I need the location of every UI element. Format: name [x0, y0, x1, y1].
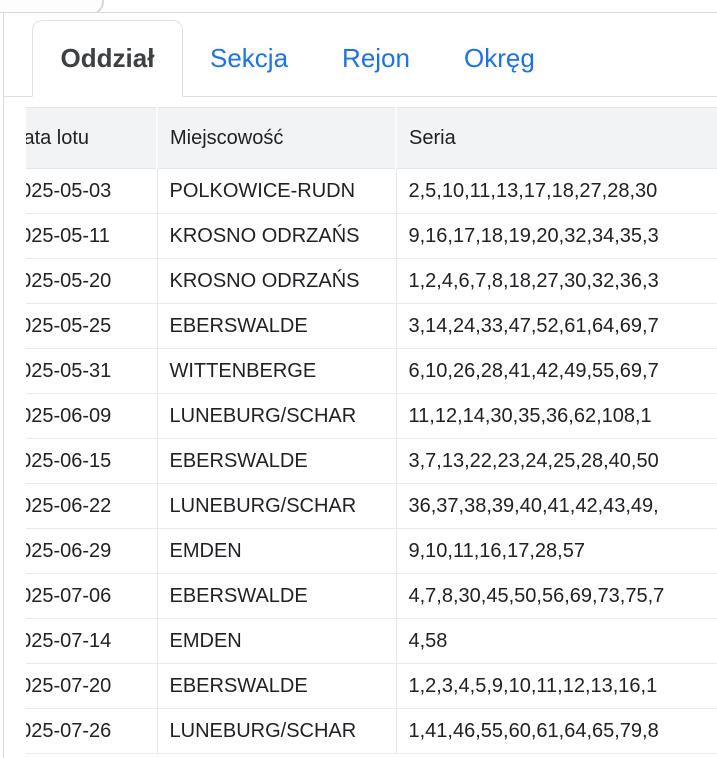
tab-oddzial[interactable]: Oddział [32, 20, 183, 97]
browser-tab-remnant [0, 0, 104, 12]
cell-data-lotu: 2025-05-03 [26, 168, 157, 214]
cell-data-lotu: 2025-07-20 [26, 663, 157, 709]
cell-data-lotu: 2025-06-22 [26, 483, 157, 529]
cell-data-lotu: 2025-07-06 [26, 573, 157, 619]
column-header-data-lotu: Data lotu [26, 107, 157, 169]
table-row: 2025-06-15EBERSWALDE3,7,13,22,23,24,25,2… [26, 438, 717, 484]
cell-miejscowosc: EMDEN [156, 618, 396, 664]
cell-data-lotu: 2025-05-25 [26, 303, 157, 349]
table-row: 2025-06-22LUNEBURG/SCHAR36,37,38,39,40,4… [26, 483, 717, 529]
cell-data-lotu: 2025-07-26 [26, 708, 157, 754]
table-row: 2025-06-09LUNEBURG/SCHAR11,12,14,30,35,3… [26, 393, 717, 439]
cell-miejscowosc: LUNEBURG/SCHAR [156, 393, 396, 439]
cell-seria: 9,16,17,18,19,20,32,34,35,3 [395, 213, 717, 259]
content-panel: Oddział Sekcja Rejon Okręg Data lotuMiejsco… [3, 13, 717, 758]
cell-miejscowosc: POLKOWICE-RUDN [156, 168, 396, 214]
cell-data-lotu: 2025-06-15 [26, 438, 157, 484]
table-row: 2025-05-25EBERSWALDE3,14,24,33,47,52,61,… [26, 303, 717, 349]
cell-seria: 9,10,11,16,17,28,57 [395, 528, 717, 574]
cell-miejscowosc: EBERSWALDE [156, 573, 396, 619]
cell-data-lotu: 2025-06-09 [26, 393, 157, 439]
cell-miejscowosc: LUNEBURG/SCHAR [156, 708, 396, 754]
table-row: 2025-05-31WITTENBERGE6,10,26,28,41,42,49… [26, 348, 717, 394]
cell-miejscowosc: EMDEN [156, 528, 396, 574]
cell-seria: 1,41,46,55,60,61,64,65,79,8 [395, 708, 717, 754]
cell-data-lotu: 2025-05-11 [26, 213, 157, 259]
cell-miejscowosc: WITTENBERGE [156, 348, 396, 394]
column-header-seria: Seria [395, 107, 717, 169]
cell-seria: 4,7,8,30,45,50,56,69,73,75,7 [395, 573, 717, 619]
cell-miejscowosc: KROSNO ODRZAŃS [156, 213, 396, 259]
cell-seria: 36,37,38,39,40,41,42,43,49, [395, 483, 717, 529]
table-row: 2025-07-06EBERSWALDE4,7,8,30,45,50,56,69… [26, 573, 717, 619]
cell-seria: 3,14,24,33,47,52,61,64,69,7 [395, 303, 717, 349]
tab-bar: Oddział Sekcja Rejon Okręg [4, 20, 717, 97]
cell-seria: 1,2,4,6,7,8,18,27,30,32,36,3 [395, 258, 717, 304]
cell-data-lotu: 2025-06-29 [26, 528, 157, 574]
tab-okreg[interactable]: Okręg [463, 42, 535, 73]
tab-sekcja[interactable]: Sekcja [210, 42, 289, 73]
cell-data-lotu: 2025-05-31 [26, 348, 157, 394]
cell-seria: 11,12,14,30,35,36,62,108,1 [395, 393, 717, 439]
table-row: 2025-05-03POLKOWICE-RUDN2,5,10,11,13,17,… [26, 168, 717, 214]
cell-seria: 2,5,10,11,13,17,18,27,28,30 [395, 168, 717, 214]
cell-seria: 3,7,13,22,23,24,25,28,40,50 [395, 438, 717, 484]
table-row: 2025-07-20EBERSWALDE1,2,3,4,5,9,10,11,12… [26, 663, 717, 709]
cell-seria: 6,10,26,28,41,42,49,55,69,7 [395, 348, 717, 394]
cell-data-lotu: 2025-07-14 [26, 618, 157, 664]
browser-tab-strip [0, 0, 717, 13]
cell-miejscowosc: KROSNO ODRZAŃS [156, 258, 396, 304]
tab-rejon[interactable]: Rejon [342, 42, 410, 73]
cell-miejscowosc: EBERSWALDE [156, 303, 396, 349]
cell-miejscowosc: LUNEBURG/SCHAR [156, 483, 396, 529]
cell-miejscowosc: EBERSWALDE [156, 438, 396, 484]
cell-data-lotu: 2025-05-20 [26, 258, 157, 304]
table-row: 2025-07-26LUNEBURG/SCHAR1,41,46,55,60,61… [26, 708, 717, 754]
cell-seria: 4,58 [395, 618, 717, 664]
cell-miejscowosc: EBERSWALDE [156, 663, 396, 709]
cell-seria: 1,2,3,4,5,9,10,11,12,13,16,1 [395, 663, 717, 709]
column-header-miejscowosc: Miejscowość [156, 107, 396, 169]
